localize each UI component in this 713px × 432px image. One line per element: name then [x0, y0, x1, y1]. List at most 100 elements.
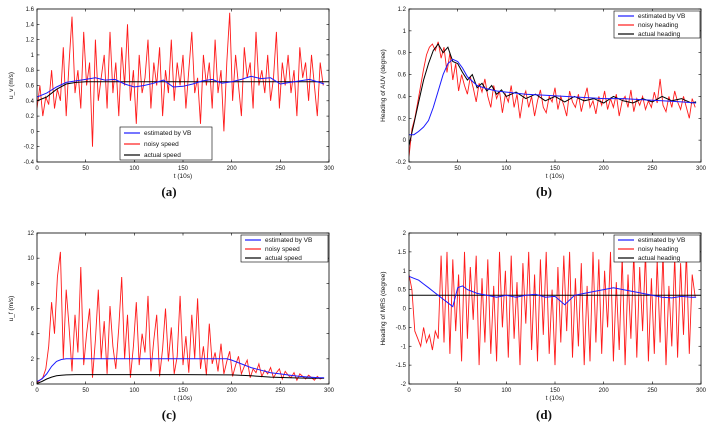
panel-caption: (b)	[536, 184, 552, 199]
y-tick-label: 8	[31, 281, 35, 287]
x-tick-label: 0	[35, 388, 39, 394]
y-tick-label: 1	[31, 53, 35, 59]
y-tick-label: 1	[403, 269, 407, 275]
x-tick-label: 200	[227, 388, 238, 394]
y-tick-label: 0	[31, 382, 35, 388]
y-tick-label: 0.4	[398, 94, 407, 100]
x-tick-label: 100	[129, 166, 140, 172]
series-line-noisy-speed	[37, 12, 324, 147]
series-line-estimated-by-vb	[37, 75, 325, 98]
x-tick-label: 0	[35, 166, 39, 172]
series-line-actual-heading	[409, 43, 697, 146]
chart-panel-4: 0 50 100 150 200 250 300 -2 -1.5 -1 -0.5 0 0.5 1 1.5 2 t…	[380, 231, 707, 422]
legend-label: noisy speed	[144, 141, 179, 148]
x-axis-label: t (10s)	[174, 173, 192, 180]
series-line-estimated-by-vb	[37, 358, 325, 382]
y-tick-label: 0.6	[398, 73, 407, 79]
y-tick-label: 1.4	[26, 22, 35, 28]
legend-label: actual heading	[638, 31, 681, 38]
y-tick-label: 6	[31, 307, 35, 313]
y-tick-label: 0.2	[26, 114, 35, 120]
y-axis-label: Heading of MRS (degree)	[380, 271, 387, 345]
y-tick-label: 0.8	[26, 68, 35, 74]
x-tick-label: 250	[275, 388, 286, 394]
x-tick-label: 0	[407, 388, 411, 394]
legend-label: noisy heading	[638, 246, 678, 253]
y-tick-label: -0.2	[24, 145, 35, 151]
y-tick-label: 1.2	[26, 38, 35, 44]
x-tick-label: 200	[227, 166, 238, 172]
panel-caption: (a)	[161, 184, 176, 199]
x-axis-label: t (10s)	[174, 395, 192, 402]
legend-label: actual speed	[265, 255, 302, 262]
x-tick-label: 50	[82, 388, 89, 394]
y-tick-label: -0.2	[396, 160, 407, 166]
y-axis-label: u_v (m/s)	[8, 72, 15, 99]
y-tick-label: 0.2	[398, 116, 407, 122]
x-tick-label: 0	[407, 166, 411, 172]
series-line-estimated-by-vb	[409, 275, 697, 308]
y-tick-label: 1.6	[26, 7, 35, 13]
legend-label: noisy speed	[265, 246, 300, 253]
y-tick-label: 0	[31, 129, 35, 135]
x-tick-label: 250	[275, 166, 286, 172]
y-tick-label: 0.6	[26, 84, 35, 90]
y-tick-label: 0	[403, 307, 407, 313]
legend-label: actual heading	[638, 255, 681, 262]
axes-frame	[36, 8, 330, 163]
y-axis-label: Heading of AUV (degree)	[380, 49, 387, 122]
y-tick-label: 1.5	[398, 250, 407, 256]
y-axis-label: u_f (m/s)	[8, 296, 15, 322]
x-tick-label: 50	[454, 388, 461, 394]
legend-label: estimated by VB	[144, 130, 191, 137]
y-tick-label: 0.5	[398, 288, 407, 294]
y-tick-label: -0.4	[24, 160, 35, 166]
axes-frame	[408, 232, 702, 385]
x-tick-label: 300	[324, 388, 335, 394]
x-tick-label: 100	[501, 166, 512, 172]
chart-panel-3: 0 50 100 150 200 250 300 0 2 4 6 8 10 12 t (10s) u_f (m…	[8, 231, 335, 422]
x-tick-label: 50	[454, 166, 461, 172]
series-line-noisy-heading	[409, 41, 696, 157]
y-tick-label: 0	[403, 138, 407, 144]
legend-label: estimated by VB	[638, 13, 685, 20]
y-tick-label: 1	[403, 29, 407, 35]
x-tick-label: 300	[696, 166, 707, 172]
x-tick-label: 200	[599, 166, 610, 172]
x-tick-label: 250	[647, 166, 658, 172]
x-tick-label: 250	[647, 388, 658, 394]
legend-label: estimated by VB	[265, 237, 312, 244]
y-tick-label: -0.5	[396, 325, 407, 331]
legend-label: estimated by VB	[638, 237, 685, 244]
x-tick-label: 150	[550, 166, 561, 172]
x-tick-label: 150	[178, 388, 189, 394]
x-tick-label: 150	[550, 388, 561, 394]
series-line-noisy-speed	[37, 251, 324, 384]
y-tick-label: -1.5	[396, 363, 407, 369]
y-tick-label: 1.2	[398, 7, 407, 13]
x-tick-label: 150	[178, 166, 189, 172]
y-tick-label: 12	[27, 231, 34, 237]
series-line-noisy-heading	[409, 251, 696, 366]
series-line-actual-speed	[37, 374, 325, 384]
panel-caption: (c)	[162, 407, 176, 422]
x-tick-label: 100	[501, 388, 512, 394]
series-line-estimated-by-vb	[409, 58, 697, 136]
chart-panel-2: 0 50 100 150 200 250 300-0.200.20.40.60.811.2t…	[380, 7, 707, 199]
y-tick-label: 4	[31, 332, 35, 338]
legend-label: actual speed	[144, 152, 181, 159]
x-axis-label: t (10s)	[546, 395, 564, 402]
y-tick-label: 10	[27, 256, 34, 262]
y-tick-label: -1	[401, 344, 407, 350]
axes-frame	[36, 232, 330, 385]
y-tick-label: 0.4	[26, 99, 35, 105]
panel-caption: (d)	[536, 407, 552, 422]
x-tick-label: 300	[324, 166, 335, 172]
x-axis-label: t (10s)	[546, 173, 564, 180]
legend-label: noisy heading	[638, 22, 678, 29]
chart-panel-1: 0 50 100 150 200 250 300 -0.4 -0.2 0 0.2 0.4 0.6 0.8 1…	[8, 7, 335, 199]
y-tick-label: -2	[401, 382, 407, 388]
y-tick-label: 2	[31, 357, 35, 363]
x-tick-label: 100	[129, 388, 140, 394]
